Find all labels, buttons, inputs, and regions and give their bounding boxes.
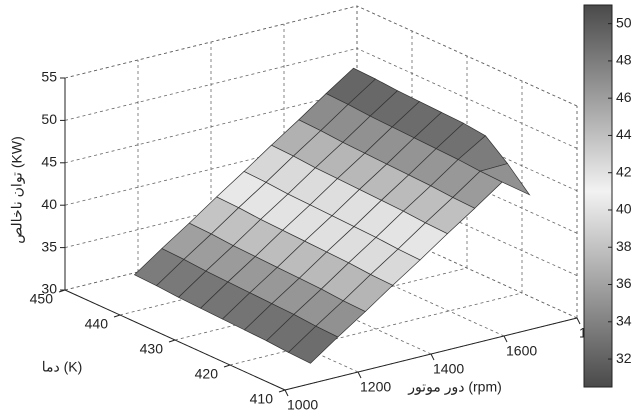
x-tick	[430, 353, 435, 361]
x-tick	[357, 371, 362, 379]
x-tick-label: 1600	[506, 343, 537, 359]
y-tick-label: 430	[140, 341, 164, 357]
grid-line	[356, 5, 578, 107]
grid-line	[64, 5, 358, 79]
colorbar-tick-label: 40	[616, 201, 632, 217]
colorbar-tick-label: 38	[616, 238, 632, 254]
grid-line	[356, 217, 578, 319]
grid-line	[356, 175, 578, 276]
colorbar-tick-label: 34	[616, 312, 632, 328]
x-axis-title: دور موتور (rpm)	[407, 379, 502, 396]
z-tick-label: 30	[41, 281, 57, 297]
x-tick	[503, 335, 508, 343]
z-tick-label: 50	[41, 111, 57, 127]
y-axis-title: دما (K)	[42, 359, 83, 375]
colorbar-tick-label: 48	[616, 52, 632, 68]
z-axis-title: توان ناخالص (KW)	[9, 136, 26, 243]
z-tick-label: 35	[41, 238, 57, 254]
y-tick	[113, 314, 121, 318]
x-tick-label: 1200	[360, 379, 391, 395]
x-tick	[576, 317, 581, 325]
colorbar-tick-label: 44	[616, 126, 632, 142]
y-tick	[168, 339, 176, 343]
grid-line	[283, 235, 505, 337]
colorbar-tick-label: 50	[616, 14, 632, 30]
grid-line	[64, 48, 358, 121]
colorbar-tick-label: 42	[616, 163, 632, 179]
grid-line	[64, 132, 358, 206]
z-tick-label: 40	[41, 196, 57, 212]
grid-line	[356, 48, 578, 149]
colorbar-tick-label: 46	[616, 89, 632, 105]
x-tick	[284, 389, 289, 397]
y-tick-label: 450	[30, 291, 54, 307]
y-tick	[223, 364, 231, 368]
y-tick-label: 410	[250, 391, 274, 407]
z-tick-label: 55	[41, 69, 57, 85]
z-tick-label: 45	[41, 154, 57, 170]
x-tick-label: 1400	[433, 361, 464, 377]
colorbar	[583, 4, 613, 388]
surface-cell	[287, 325, 339, 364]
colorbar-tick-label: 36	[616, 275, 632, 291]
x-tick-label: 1000	[287, 397, 318, 410]
colorbar-tick-label: 32	[616, 350, 632, 366]
y-tick	[278, 389, 286, 393]
grid-line	[229, 292, 523, 366]
y-tick-label: 420	[195, 366, 219, 382]
grid-line	[64, 90, 358, 164]
y-tick-label: 440	[85, 316, 109, 332]
